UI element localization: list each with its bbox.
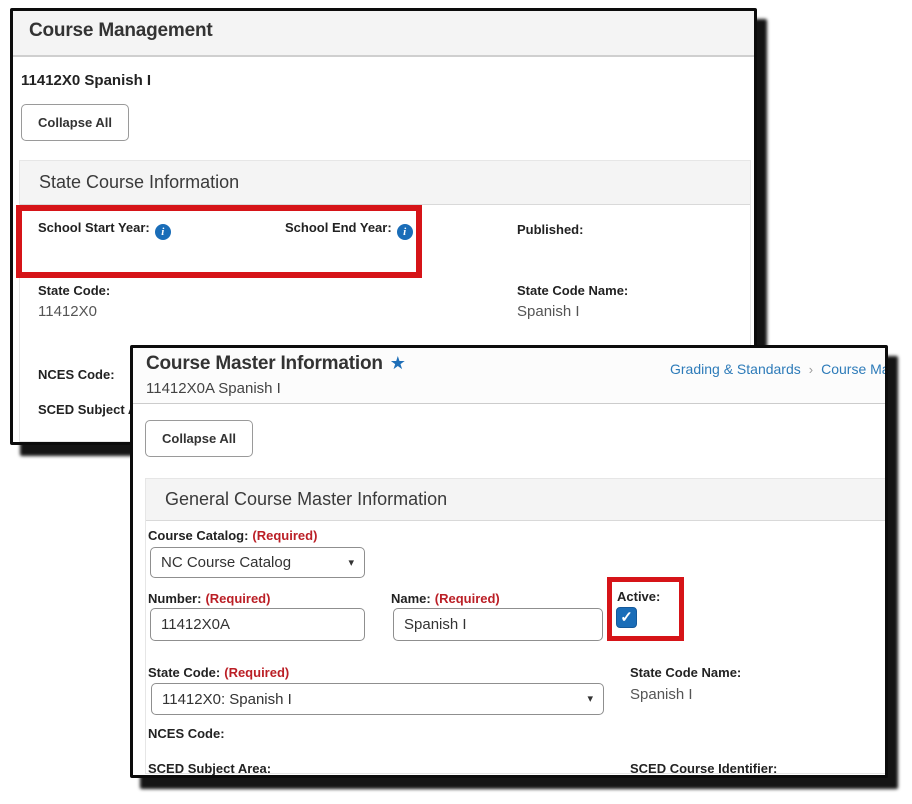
- info-icon[interactable]: i: [154, 224, 171, 240]
- school-start-year-label: School Start Year: i: [38, 220, 171, 240]
- chevron-right-icon: ›: [808, 362, 814, 377]
- state-code-select[interactable]: 11412X0: Spanish I ▾: [151, 683, 604, 715]
- state-code-name-value: Spanish I: [630, 686, 693, 703]
- course-master-header: Course Master Information ★ Grading & Sta…: [133, 348, 885, 404]
- sced-course-identifier-label: SCED Course Identifier:: [630, 761, 778, 776]
- info-icon[interactable]: i: [396, 224, 413, 240]
- checkmark-icon: ✓: [620, 609, 633, 626]
- nces-code-label: NCES Code:: [148, 726, 225, 741]
- course-catalog-select[interactable]: NC Course Catalog ▾: [150, 547, 365, 578]
- course-title: 11412X0 Spanish I: [21, 72, 152, 89]
- page-title: Course Master Information ★: [146, 353, 406, 374]
- nces-code-label: NCES Code:: [38, 367, 115, 382]
- required-flag: (Required): [252, 528, 318, 543]
- state-code-value: 11412X0: [38, 303, 97, 320]
- active-label: Active:: [617, 589, 661, 604]
- course-title: 11412X0A Spanish I: [146, 380, 281, 397]
- published-label: Published:: [517, 222, 584, 237]
- dropdown-arrow-icon: ▾: [587, 692, 593, 705]
- required-flag: (Required): [205, 591, 271, 606]
- collapse-all-button[interactable]: Collapse All: [21, 104, 129, 141]
- favorite-star-icon[interactable]: ★: [389, 353, 406, 373]
- sced-subject-area-label: SCED Subject Area:: [148, 761, 272, 776]
- school-end-year-label: School End Year: i: [285, 220, 413, 240]
- number-input[interactable]: [150, 608, 365, 641]
- state-code-name-label: State Code Name:: [517, 283, 629, 298]
- state-code-name-value: Spanish I: [517, 303, 580, 320]
- name-input[interactable]: [393, 608, 603, 641]
- required-flag: (Required): [434, 591, 500, 606]
- breadcrumb: Grading & Standards › Course Ma: [670, 361, 888, 377]
- name-label: Name: (Required): [391, 591, 500, 606]
- required-flag: (Required): [224, 665, 290, 680]
- course-master-information-panel: Course Master Information ★ Grading & Sta…: [130, 345, 888, 778]
- state-code-label: State Code:: [38, 283, 111, 298]
- number-label: Number: (Required): [148, 591, 271, 606]
- course-catalog-label: Course Catalog: (Required): [148, 528, 318, 543]
- course-management-header: Course Management: [13, 11, 754, 57]
- active-checkbox[interactable]: ✓: [616, 607, 637, 628]
- breadcrumb-link-course-masters[interactable]: Course Ma: [821, 361, 888, 377]
- breadcrumb-link-grading-standards[interactable]: Grading & Standards: [670, 361, 801, 377]
- state-code-label: State Code: (Required): [148, 665, 290, 680]
- page-title: Course Management: [29, 20, 213, 41]
- state-code-name-label: State Code Name:: [630, 665, 742, 680]
- section-title: General Course Master Information: [146, 479, 885, 521]
- collapse-all-button[interactable]: Collapse All: [145, 420, 253, 457]
- section-title: State Course Information: [20, 161, 750, 205]
- dropdown-arrow-icon: ▾: [348, 556, 354, 569]
